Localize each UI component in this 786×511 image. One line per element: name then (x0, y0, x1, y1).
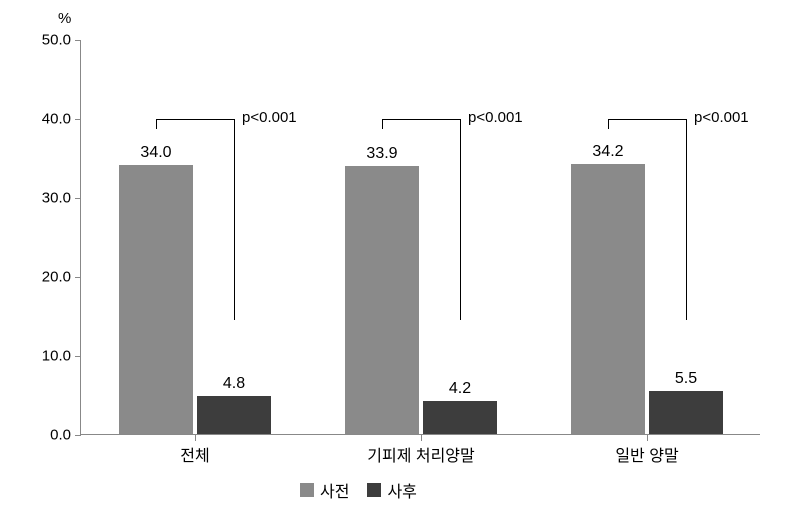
bar (649, 391, 723, 434)
bar (119, 165, 193, 434)
bar (571, 164, 645, 434)
p-bracket (608, 119, 686, 120)
p-bracket (156, 119, 157, 129)
y-tick-label: 30.0 (42, 190, 81, 207)
legend-item: 사후 (367, 478, 416, 502)
p-bracket (382, 119, 383, 129)
y-axis-unit: % (58, 10, 71, 27)
value-label: 4.8 (223, 375, 245, 393)
legend: 사전 사후 (300, 478, 417, 502)
y-tick-label: 0.0 (50, 427, 81, 444)
x-tick-label: 전체 (180, 434, 209, 466)
y-tick-label: 10.0 (42, 348, 81, 365)
p-bracket (382, 119, 460, 120)
value-label: 5.5 (675, 370, 697, 388)
y-tick-label: 20.0 (42, 269, 81, 286)
value-label: 33.9 (366, 145, 397, 163)
p-bracket (156, 119, 234, 120)
legend-swatch (367, 483, 381, 497)
value-label: 34.2 (592, 143, 623, 161)
chart-container: % 0.0 10.0 20.0 30.0 40.0 50.0 34.0 4.8 전체 p<0.00… (0, 0, 786, 511)
x-tick-label: 기피제 처리양말 (367, 434, 475, 466)
p-bracket (686, 119, 687, 320)
legend-item: 사전 (300, 478, 349, 502)
legend-label: 사후 (387, 478, 416, 502)
legend-swatch (300, 483, 314, 497)
p-bracket (460, 119, 461, 320)
p-bracket (234, 119, 235, 320)
p-value-label: p<0.001 (694, 109, 749, 126)
plot-area: 0.010.020.030.040.050.034.04.8전체p<0.0013… (80, 40, 760, 435)
bar (197, 396, 271, 434)
y-tick-label: 50.0 (42, 32, 81, 49)
bar (423, 401, 497, 434)
p-value-label: p<0.001 (242, 109, 297, 126)
value-label: 34.0 (140, 144, 171, 162)
p-bracket (608, 119, 609, 129)
p-value-label: p<0.001 (468, 109, 523, 126)
y-tick-label: 40.0 (42, 111, 81, 128)
x-tick-label: 일반 양말 (615, 434, 678, 466)
bar (345, 166, 419, 434)
value-label: 4.2 (449, 380, 471, 398)
legend-label: 사전 (320, 478, 349, 502)
